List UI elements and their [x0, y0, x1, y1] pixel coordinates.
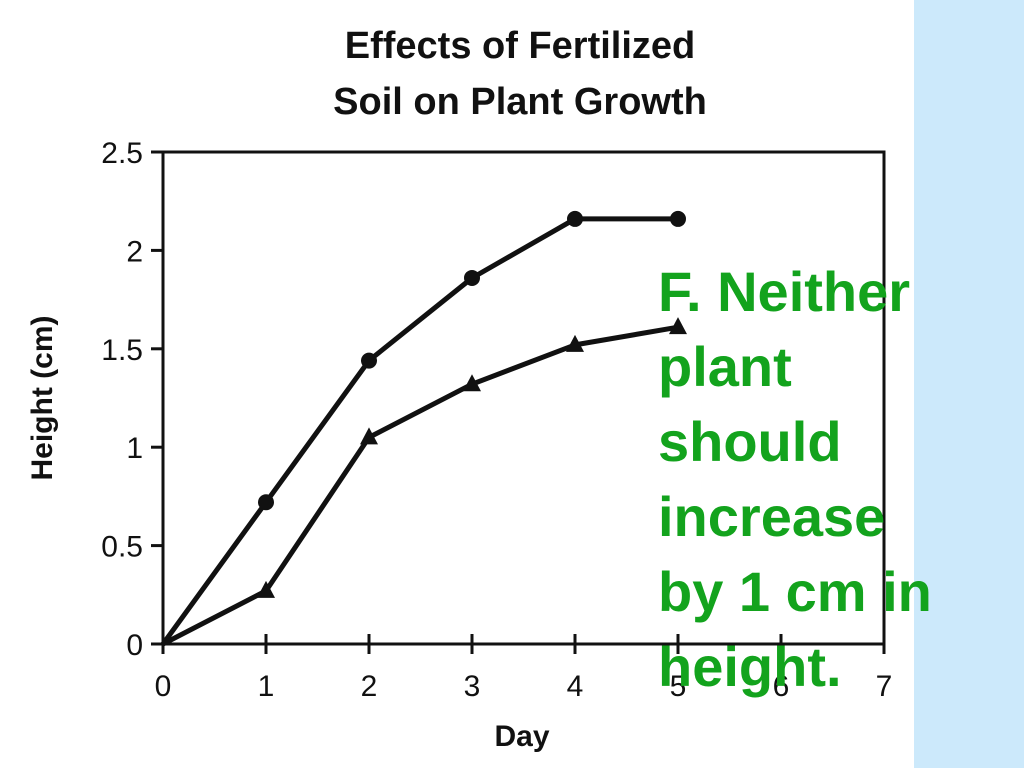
series-2-point [463, 374, 481, 392]
series-2-point [566, 334, 584, 352]
x-axis: 0 1 2 3 4 5 6 7 [155, 634, 893, 703]
x-tick-label: 0 [155, 670, 172, 703]
x-tick-label: 3 [464, 670, 481, 703]
series-1-point [567, 210, 583, 227]
answer-line-1: F. Neither [658, 260, 911, 323]
chart-title-line-2: Soil on Plant Growth [333, 81, 707, 123]
y-tick-label: 0.5 [101, 531, 143, 564]
answer-text: F. Neither plant should increase by 1 cm… [658, 254, 1018, 704]
answer-line-4: increase [658, 485, 886, 548]
series-2-point [669, 317, 687, 335]
x-tick-label: 5 [670, 670, 687, 703]
series-1-point [670, 210, 686, 227]
y-axis-title: Height (cm) [26, 316, 59, 481]
x-tick-label: 1 [258, 670, 275, 703]
plot-frame [161, 150, 886, 646]
y-tick-label: 0 [126, 629, 143, 662]
x-tick-label: 6 [773, 670, 790, 703]
series-2-point [360, 427, 378, 445]
answer-line-6: height. [658, 635, 842, 698]
x-tick-label: 4 [567, 670, 584, 703]
chart-title: Effects of Fertilized Soil on Plant Grow… [200, 18, 840, 130]
answer-line-2: plant [658, 335, 792, 398]
series-1-line [160, 216, 678, 646]
series-1-point [464, 269, 480, 286]
series-2-point [257, 580, 275, 598]
x-tick-label: 7 [876, 670, 893, 703]
series-1-point [361, 352, 377, 369]
series-1-point [258, 494, 274, 511]
x-tick-label: 2 [361, 670, 378, 703]
series-2-line [161, 324, 679, 647]
y-tick-label: 1 [126, 432, 143, 465]
y-tick-label: 1.5 [101, 334, 143, 367]
y-axis: 0 0.5 1 1.5 2 2.5 [101, 137, 163, 662]
series-layer [160, 210, 687, 647]
y-tick-label: 2.5 [101, 137, 143, 170]
y-tick-label: 2 [126, 235, 143, 268]
side-color-band [914, 0, 1024, 768]
answer-line-5: by 1 cm in [658, 560, 932, 623]
x-axis-title: Day [494, 720, 549, 753]
answer-line-3: should [658, 410, 842, 473]
chart-title-line-1: Effects of Fertilized [344, 25, 696, 67]
